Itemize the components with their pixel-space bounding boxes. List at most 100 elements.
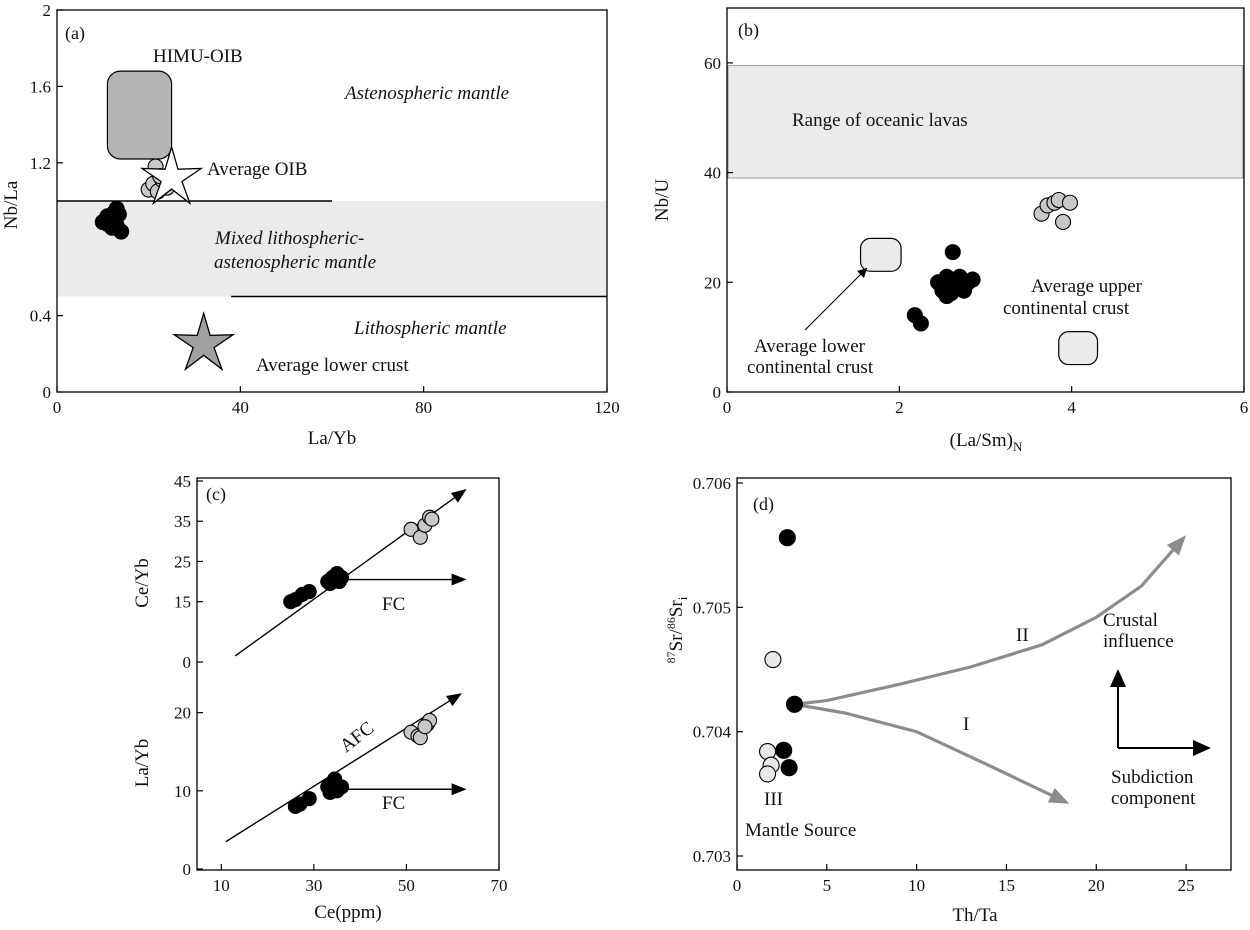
pc-sub1-trend-0-head: [446, 693, 462, 707]
pc-sub1-grey-circle-point: [417, 719, 433, 735]
pc-x-tick-label-1: 30: [305, 876, 322, 895]
pd-trend-1-head: [1047, 787, 1070, 804]
pa-x-tick-label-0: 0: [53, 398, 62, 417]
crustal-influence-arrow-head: [1110, 669, 1126, 687]
pb-grey-circle-point: [1061, 194, 1078, 211]
panel-d-x-ticks: 0 5 10 15 20 25: [733, 864, 1195, 895]
panel-a-frame: [56, 9, 608, 393]
panel-d-y-axis-label: 87Sr/86Sri: [664, 596, 690, 663]
pb-x-tick-label-2: 4: [1067, 398, 1076, 417]
pc-sub0-trend-0-head: [450, 489, 467, 503]
subduction-label-2: component: [1111, 788, 1196, 809]
panel-b-label: (b): [738, 20, 759, 41]
crustal-influence-label-1: Crustal: [1103, 610, 1158, 631]
pa-x-tick-label-2: 80: [415, 398, 432, 417]
pd-y-tick-label-2: 0.705: [693, 598, 731, 617]
pc-sub0-black-circle-point: [331, 574, 347, 590]
panel-d-label: (d): [753, 494, 774, 515]
pc-sub0-black-circle-point: [301, 584, 317, 600]
pc-sub0-y-tick-label-3: 35: [174, 512, 191, 531]
panel-c-frame: [196, 477, 500, 871]
pa-y-tick-label-2: 1.2: [30, 154, 51, 173]
pc-sub1-black-circle-point: [327, 771, 343, 787]
pd-trend-1-curve: [794, 702, 1052, 797]
panel-d-y-sub: i: [675, 596, 690, 600]
panel-c-layb-y-axis-label: La/Yb: [132, 739, 153, 788]
pb-y-tick-label-0: 0: [713, 383, 722, 402]
pc-sub0-grey-circle-point: [424, 511, 440, 527]
mixed-mantle-label-1: Mixed lithospheric-: [214, 228, 364, 249]
afc-label: AFC: [336, 718, 378, 757]
pd-black-circle-point: [775, 741, 793, 759]
panel-c-points: [283, 509, 440, 815]
lower-crust-label-1: Average lower: [754, 336, 866, 357]
average-oib-label: Average OIB: [207, 159, 307, 180]
pd-grey-circle-point: [764, 651, 782, 669]
pa-y-tick-label-3: 1.6: [30, 77, 51, 96]
subduction-arrow-head: [1193, 740, 1211, 756]
panel-c-x-ticks: 10 30 50 70: [213, 864, 508, 895]
panel-c: 10 30 50 70 0 15 25 35 45 0 10 20 (c) FC AFC FC C…: [132, 472, 508, 923]
pd-x-tick-label-3: 15: [998, 876, 1015, 895]
panel-d-y-ticks: 0.703 0.704 0.705 0.706: [693, 474, 743, 866]
pd-y-tick-label-3: 0.706: [693, 474, 731, 493]
pb-black-circle-point: [944, 244, 961, 261]
pa-x-tick-label-3: 120: [594, 398, 620, 417]
pb-grey-circle-point: [1055, 213, 1072, 230]
pd-x-tick-label-4: 20: [1088, 876, 1105, 895]
panel-d-y-mid: Sr/: [666, 628, 687, 651]
pa-y-tick-label-0: 0: [43, 383, 52, 402]
oceanic-lavas-label: Range of oceanic lavas: [792, 110, 968, 131]
layb-fc-label: FC: [382, 793, 405, 814]
trend-i-label: I: [963, 714, 969, 735]
panel-a: 0 40 80 120 0 0.4 1.2 1.6 2 (a) HIMU-OIB Asteno…: [1, 1, 620, 449]
pc-sub1-trend-1-head: [451, 783, 467, 796]
panel-b-x-axis-label: (La/Sm)N: [950, 430, 1023, 454]
panel-a-y-ticks: 0 0.4 1.2 1.6 2: [30, 1, 63, 402]
pc-sub0-y-tick-label-4: 45: [174, 472, 191, 491]
panel-b-y-ticks: 0 20 40 60: [704, 54, 733, 402]
pc-sub0-y-tick-label-1: 15: [174, 593, 191, 612]
pb-y-tick-label-1: 20: [704, 273, 721, 292]
pd-x-tick-label-1: 5: [823, 876, 832, 895]
upper-continental-crust-box: [1058, 331, 1099, 366]
panel-d-trend-curves: [794, 535, 1187, 804]
pb-black-circle-point: [912, 315, 929, 332]
pc-sub1-y-tick-label-0: 0: [183, 860, 192, 879]
panel-a-label: (a): [65, 23, 85, 44]
pd-black-circle-point: [780, 759, 798, 777]
panel-a-x-axis-label: La/Yb: [308, 428, 357, 449]
pc-sub0-y-tick-label-2: 25: [174, 552, 191, 571]
subduction-label-1: Subdiction: [1111, 767, 1194, 788]
pc-sub1-trend-0-line: [225, 700, 450, 843]
himu-oib-label: HIMU-OIB: [153, 46, 243, 67]
pc-sub1-y-tick-label-2: 20: [174, 704, 191, 723]
pd-trend-0-curve: [794, 549, 1175, 706]
panel-b-x-axis-subscript: N: [1013, 439, 1023, 454]
pc-sub1-black-circle-point: [301, 791, 317, 807]
lower-crust-pointer-line: [804, 267, 868, 331]
pd-x-tick-label-5: 25: [1178, 876, 1195, 895]
average-lower-crust-label: Average lower crust: [256, 355, 409, 376]
average-lower-crust-star: [171, 310, 236, 372]
pd-black-circle-point: [785, 695, 804, 713]
lower-crust-pointer-head: [857, 268, 867, 278]
pa-y-tick-label-4: 2: [43, 1, 52, 20]
panel-d-x-axis-label: Th/Ta: [952, 905, 998, 926]
panel-b-y-axis-label: Nb/U: [652, 179, 673, 222]
pd-x-tick-label-2: 10: [908, 876, 925, 895]
panel-b-x-ticks: 0 2 4 6: [723, 386, 1249, 417]
pb-y-tick-label-2: 40: [704, 164, 721, 183]
pc-sub1-y-tick-label-1: 10: [174, 782, 191, 801]
lower-continental-crust-box: [859, 237, 902, 272]
panel-c-x-axis-label: Ce(ppm): [314, 902, 382, 923]
pd-y-tick-label-0: 0.703: [693, 847, 731, 866]
panel-c-ceyb-y-ticks: 0 15 25 35 45: [174, 472, 203, 672]
pc-sub0-y-tick-label-0: 0: [183, 653, 192, 672]
upper-crust-label-2: continental crust: [1003, 298, 1130, 319]
panel-a-y-axis-label: Nb/La: [1, 180, 22, 229]
pb-x-tick-label-3: 6: [1240, 398, 1249, 417]
panel-d-points: [758, 529, 804, 783]
panel-c-layb-y-ticks: 0 10 20: [174, 704, 203, 879]
